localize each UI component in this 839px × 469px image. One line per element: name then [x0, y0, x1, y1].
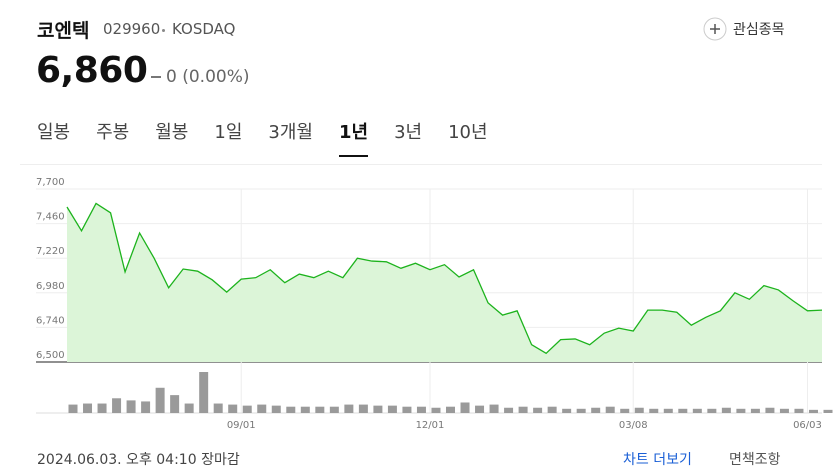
period-tab[interactable]: 1일: [214, 122, 243, 143]
timestamp: 2024.06.03. 오후 04:10 장마감: [37, 452, 240, 468]
volume-bar: [533, 407, 543, 413]
period-tab[interactable]: 3개월: [268, 122, 313, 143]
volume-bar: [141, 401, 151, 413]
volume-bar: [475, 405, 485, 413]
separator-dot: [162, 29, 165, 32]
volume-bar: [184, 403, 194, 413]
volume-bar: [721, 407, 731, 413]
x-tick-label: 03/08: [619, 420, 648, 431]
volume-bar: [83, 403, 93, 413]
volume-bar: [736, 408, 746, 413]
watch-button[interactable]: 관심종목: [703, 16, 785, 42]
volume-bar: [678, 408, 688, 413]
volume-bar: [634, 407, 644, 413]
volume-bar: [663, 408, 673, 413]
stock-code: 029960: [103, 20, 161, 38]
volume-bar: [112, 398, 122, 413]
volume-bar: [329, 406, 339, 413]
y-tick-label: 6,740: [36, 315, 65, 326]
watch-label[interactable]: 관심종목: [733, 22, 785, 38]
volume-bar: [446, 406, 455, 413]
volume-bar: [431, 407, 441, 413]
stock-name: 코엔텍: [37, 20, 90, 42]
volume-bar: [576, 408, 586, 413]
volume-bar: [794, 408, 804, 413]
volume-bar: [155, 387, 165, 413]
flat-indicator: [151, 76, 161, 78]
volume-bar: [504, 407, 514, 413]
volume-bar: [779, 408, 789, 413]
volume-bar: [170, 395, 180, 413]
volume-bar: [387, 405, 397, 413]
y-tick-label: 6,980: [36, 281, 65, 292]
period-tabs: 일봉 주봉 월봉 1일 3개월 1년 3년 10년: [37, 118, 514, 157]
x-tick-label: 06/03: [793, 420, 822, 431]
volume-bar: [286, 406, 296, 413]
volume-bar: [605, 406, 615, 413]
volume-bar: [358, 404, 368, 413]
volume-bar: [68, 404, 78, 413]
x-tick-label: 12/01: [416, 420, 445, 431]
volume-bar: [97, 403, 107, 413]
y-tick-label: 7,220: [36, 246, 65, 257]
volume-bar: [199, 372, 209, 413]
period-tab[interactable]: 10년: [448, 122, 488, 143]
plus-icon: [703, 17, 727, 41]
volume-bar: [344, 404, 354, 413]
period-tab[interactable]: 일봉: [37, 122, 71, 143]
volume-bar: [460, 402, 470, 413]
volume-bar: [257, 404, 267, 413]
volume-bar: [315, 406, 325, 413]
volume-bar: [300, 406, 310, 413]
x-tick-label: 09/01: [227, 420, 256, 431]
volume-bar: [750, 408, 760, 413]
volume-bar: [213, 403, 223, 413]
volume-bar: [126, 400, 136, 413]
volume-bar: [242, 405, 252, 413]
volume-bar: [591, 407, 601, 413]
volume-bar: [228, 404, 238, 413]
period-tab[interactable]: 1년: [338, 118, 369, 157]
volume-bar: [489, 404, 499, 413]
volume-bar: [808, 409, 818, 413]
volume-bar: [562, 408, 572, 413]
period-tab[interactable]: 주봉: [96, 122, 130, 143]
volume-bar: [373, 405, 383, 413]
volume-bar: [518, 406, 528, 413]
price-line: [66, 202, 823, 355]
area-fill: [67, 203, 822, 362]
volume-bar: [823, 409, 833, 413]
market: KOSDAQ: [172, 20, 236, 38]
volume-bar: [649, 408, 659, 413]
volume-bar: [402, 406, 412, 413]
volume-bar: [707, 408, 717, 413]
price: 6,860: [36, 50, 148, 91]
price-change: 0 (0.00%): [166, 67, 250, 87]
period-tab[interactable]: 3년: [394, 122, 423, 143]
volume-bar: [620, 408, 630, 413]
volume-bar: [765, 407, 775, 413]
more-link[interactable]: 차트 더보기: [623, 452, 692, 468]
volume-bar: [271, 405, 281, 413]
volume-bar: [547, 406, 557, 413]
volume-bar: [416, 406, 426, 413]
y-tick-label: 6,500: [36, 350, 65, 361]
y-tick-label: 7,700: [36, 177, 65, 188]
period-tab[interactable]: 월봉: [155, 122, 189, 143]
y-tick-label: 7,460: [36, 212, 65, 223]
volume-bar: [692, 408, 702, 413]
disclaimer[interactable]: 면책조항: [729, 452, 781, 468]
